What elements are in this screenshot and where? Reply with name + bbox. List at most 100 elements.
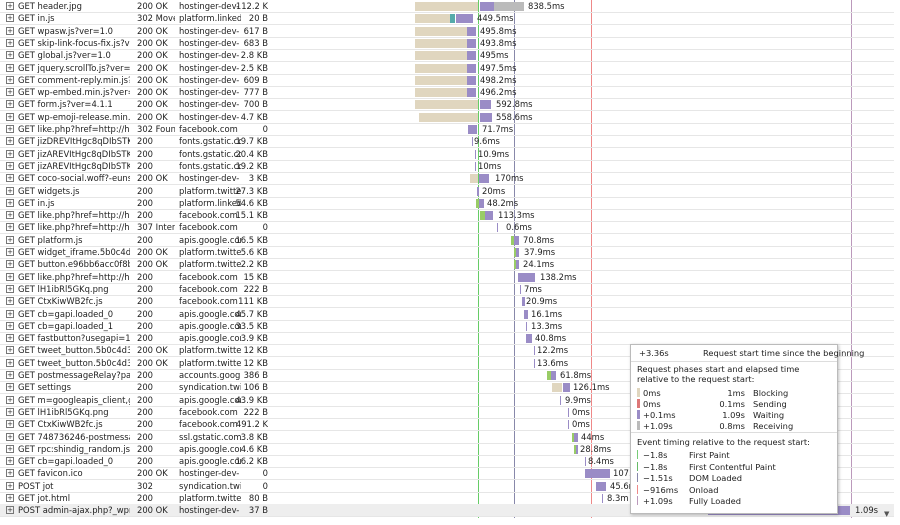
expand-toggle[interactable]: + — [6, 420, 14, 429]
request-row[interactable]: + GET button.e96bb6acc0f8bd 200 OK platform… — [0, 258, 894, 272]
expand-toggle[interactable]: + — [6, 161, 14, 170]
expand-toggle[interactable]: + — [6, 506, 14, 515]
request-row[interactable]: + GET cb=gapi.loaded_0 200 apis.google.com 4… — [0, 308, 894, 321]
request-row[interactable]: + POST jot 302 syndication.twi 0 45.6n — [0, 480, 894, 493]
waiting-bar — [514, 235, 519, 245]
request-row[interactable]: + GET wp-embed.min.js?ver= 200 OK hostinger… — [0, 86, 894, 100]
expand-toggle[interactable]: + — [6, 125, 14, 133]
expand-toggle[interactable]: + — [6, 88, 14, 97]
request-row[interactable]: + GET form.js?ver=4.1.1 200 OK hostinger-de… — [0, 98, 894, 112]
expand-toggle[interactable]: + — [6, 223, 14, 232]
waiting-bar — [467, 63, 476, 73]
request-row[interactable]: + GET lH1ibRl5GKq.png 200 facebook.com 222 B… — [0, 406, 894, 419]
request-row[interactable]: + GET jizAREVItHgc8qDIbSTKc 200 fonts.gstat… — [0, 160, 894, 173]
expand-toggle[interactable]: + — [6, 2, 14, 10]
request-row[interactable]: + GET like.php?href=http://ho 307 Intern fa… — [0, 221, 894, 235]
request-row[interactable]: + GET wp-emoji-release.min.j 200 OK hosting… — [0, 111, 894, 124]
request-row[interactable]: + GET settings 200 syndication.twi 106 B 126.… — [0, 381, 894, 395]
request-row[interactable]: + GET in.js 200 platform.linked 54.6 KB 48.2m… — [0, 197, 894, 210]
expand-toggle[interactable]: + — [6, 51, 14, 60]
expand-toggle[interactable]: + — [6, 38, 14, 47]
expand-toggle[interactable]: + — [6, 198, 14, 207]
request-row[interactable]: + GET fastbutton?usegapi=1& 200 apis.google… — [0, 332, 894, 346]
expand-toggle[interactable]: + — [6, 284, 14, 293]
expand-toggle[interactable]: + — [6, 469, 14, 478]
request-row[interactable]: + GET like.php?href=http://ho 200 facebook.… — [0, 209, 894, 223]
request-row[interactable]: + GET like.php?href=http://ho 302 Found fac… — [0, 123, 894, 136]
request-row[interactable]: + GET favicon.ico 200 OK hostinger-dev- 0 107… — [0, 467, 894, 481]
expand-toggle[interactable]: + — [6, 407, 14, 416]
expand-toggle[interactable]: + — [6, 174, 14, 183]
size: 5.6 KB — [240, 247, 268, 257]
expand-toggle[interactable]: + — [6, 346, 14, 355]
request-row[interactable]: + GET widgets.js 200 platform.twitte 27.3 KB… — [0, 185, 894, 198]
expand-toggle[interactable]: + — [6, 100, 14, 109]
expand-toggle[interactable]: + — [6, 137, 14, 146]
timing-label: 170ms — [495, 173, 524, 184]
expand-toggle[interactable]: + — [6, 272, 14, 281]
expand-toggle[interactable]: + — [6, 149, 14, 158]
expand-toggle[interactable]: + — [6, 297, 14, 306]
expand-toggle[interactable]: + — [6, 112, 14, 121]
size: 54.6 KB — [235, 197, 268, 208]
request-row[interactable]: + GET global.js?ver=1.0 200 OK hostinger-de… — [0, 49, 894, 63]
request-row[interactable]: + GET cb=gapi.loaded_1 200 apis.google.com 3… — [0, 320, 894, 333]
waiting-bar — [585, 457, 586, 467]
request-row[interactable]: + GET jquery.scrollTo.js?ver=2 200 OK hosti… — [0, 62, 894, 75]
expand-toggle[interactable]: + — [6, 395, 14, 404]
expand-toggle[interactable]: + — [6, 432, 14, 441]
request-name: GET wp-emoji-release.min.j — [18, 111, 130, 122]
expand-toggle[interactable]: + — [6, 383, 14, 392]
expand-toggle[interactable]: + — [6, 321, 14, 330]
request-name: GET lH1ibRl5GKq.png — [18, 283, 109, 294]
request-row[interactable]: + GET rpc:shindig_random.js? 200 apis.googl… — [0, 443, 894, 456]
request-row[interactable]: + GET tweet_button.5b0c4d3e 200 OK platform… — [0, 357, 894, 370]
blocking-bar — [415, 14, 450, 24]
request-row[interactable]: + GET lH1ibRl5GKq.png 200 facebook.com 222 B… — [0, 283, 894, 296]
request-row[interactable]: + GET 748736246-postmessa 200 ssl.gstatic.c… — [0, 431, 894, 444]
expand-toggle[interactable]: + — [6, 309, 14, 318]
domain: hostinger-dev- — [179, 37, 240, 48]
request-row[interactable]: + GET tweet_button.5b0c4d3e 200 OK platform… — [0, 344, 894, 358]
request-row[interactable]: + GET wpasw.js?ver=1.0 200 OK hostinger-dev… — [0, 25, 894, 38]
expand-toggle[interactable]: + — [6, 358, 14, 367]
request-row[interactable]: + GET in.js 302 Move platform.linked 20 B 449… — [0, 12, 894, 26]
expand-toggle[interactable]: + — [6, 248, 14, 256]
status: 200 OK — [137, 357, 168, 368]
request-row[interactable]: + GET jizAREVItHgc8qDIbSTKc 200 fonts.gstat… — [0, 148, 894, 161]
scroll-arrow[interactable]: ▼ — [884, 510, 890, 518]
expand-toggle[interactable]: + — [6, 371, 14, 379]
start-label: Request start time since the beginning — [703, 348, 865, 358]
request-row[interactable]: + GET jizDREVItHgc8qDIbSTKc 200 fonts.gstat… — [0, 135, 894, 149]
expand-toggle[interactable]: + — [6, 444, 14, 453]
request-row[interactable]: + GET m=googleapis_client,ga 200 apis.googl… — [0, 394, 894, 407]
expand-toggle[interactable]: + — [6, 334, 14, 343]
expand-toggle[interactable]: + — [6, 494, 14, 502]
request-row[interactable]: + GET CtxKiwWB2fc.js 200 facebook.com 111 KB… — [0, 295, 894, 309]
request-row[interactable]: + GET widget_iframe.5b0c4d3 200 OK platform… — [0, 246, 894, 259]
request-row[interactable]: + GET platform.js 200 apis.google.com 16.5 K… — [0, 234, 894, 247]
expand-toggle[interactable]: + — [6, 211, 14, 220]
request-row[interactable]: + GET skip-link-focus-fix.js?v 200 OK hosti… — [0, 37, 894, 50]
expand-toggle[interactable]: + — [6, 260, 14, 269]
request-row[interactable]: + GET comment-reply.min.js? 200 OK hostinge… — [0, 74, 894, 87]
request-row[interactable]: + GET header.jpg 200 OK hostinger-dev- 112.2… — [0, 0, 894, 13]
size: 3.9 KB — [240, 333, 268, 344]
blocking-bar — [470, 174, 478, 184]
expand-toggle[interactable]: + — [6, 63, 14, 72]
request-row[interactable]: + GET postmessageRelay?pare 200 accounts.go… — [0, 369, 894, 382]
status: 200 OK — [137, 62, 168, 73]
request-row[interactable]: + GET like.php?href=http://ho 200 facebook.… — [0, 271, 894, 284]
expand-toggle[interactable]: + — [6, 75, 14, 84]
domain: facebook.com — [179, 419, 238, 430]
request-row[interactable]: + GET CtxKiwWB2fc.js 200 facebook.com 491.2 … — [0, 418, 894, 432]
expand-toggle[interactable]: + — [6, 481, 14, 490]
expand-toggle[interactable]: + — [6, 235, 14, 244]
request-row[interactable]: + GET coco-social.woff?-euns 200 OK hosting… — [0, 172, 894, 186]
expand-toggle[interactable]: + — [6, 186, 14, 195]
size: 45.7 KB — [235, 308, 268, 319]
expand-toggle[interactable]: + — [6, 14, 14, 23]
request-row[interactable]: + GET cb=gapi.loaded_0 200 apis.google.com 1… — [0, 455, 894, 469]
expand-toggle[interactable]: + — [6, 26, 14, 35]
expand-toggle[interactable]: + — [6, 457, 14, 466]
